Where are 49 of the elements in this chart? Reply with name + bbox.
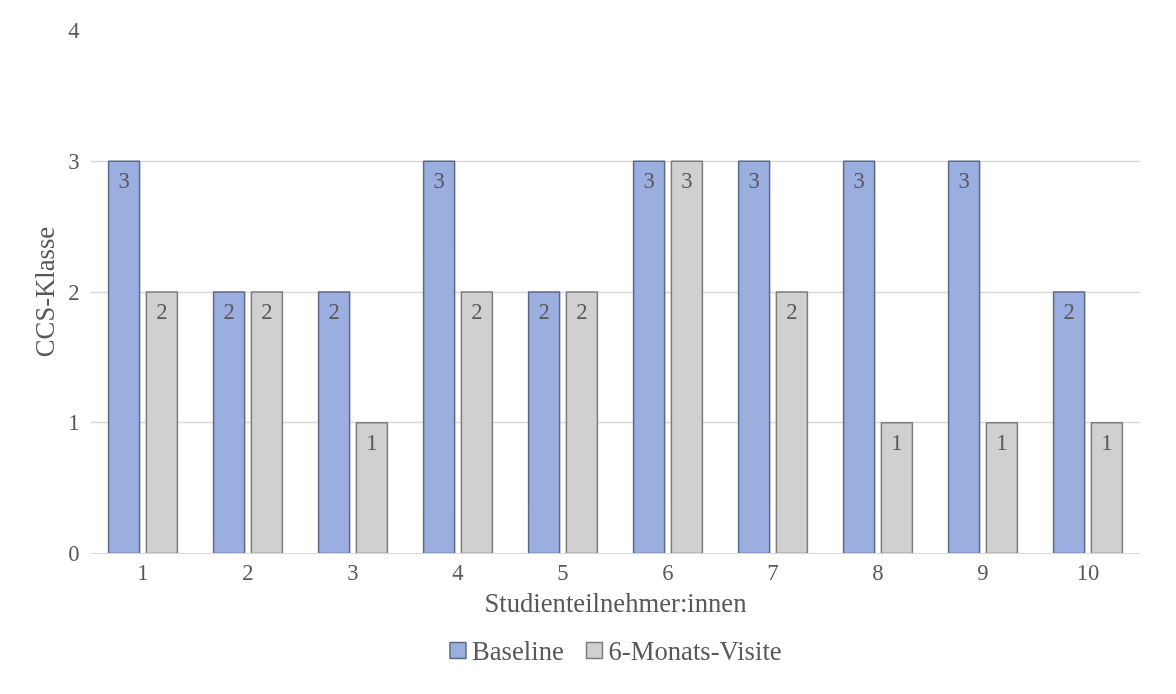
data-label: 2: [223, 299, 235, 324]
data-label: 2: [471, 299, 483, 324]
data-label: 2: [261, 299, 273, 324]
bar: [212, 291, 246, 554]
bar: [737, 160, 771, 554]
y-tick-label: 0: [68, 541, 80, 566]
data-label: 2: [786, 299, 798, 324]
x-tick-label: 7: [767, 559, 779, 585]
bar: [317, 291, 351, 554]
y-axis-title: CCS-Klasse: [30, 226, 61, 358]
y-tick-label: 4: [68, 18, 80, 43]
data-label: 3: [748, 168, 760, 194]
bar: [1052, 291, 1086, 554]
bar: [947, 160, 981, 554]
legend-label: Baseline: [472, 635, 564, 666]
data-label: 3: [853, 168, 865, 194]
data-label: 3: [433, 168, 445, 194]
x-tick-label: 10: [1076, 559, 1100, 585]
data-label: 3: [681, 168, 693, 194]
data-label: 2: [1063, 299, 1075, 324]
legend-label: 6-Monats-Visite: [608, 635, 782, 666]
data-label: 2: [156, 299, 168, 324]
x-tick-label: 5: [557, 559, 569, 585]
data-label: 3: [643, 168, 655, 194]
x-tick-label: 6: [662, 559, 674, 585]
x-tick-label: 8: [872, 559, 884, 585]
y-tick-label: 2: [68, 279, 80, 305]
bar: [527, 291, 561, 554]
x-axis-title: Studienteilnehmer:innen: [484, 587, 747, 618]
data-label: 1: [996, 429, 1008, 455]
y-tick-label: 1: [68, 410, 80, 436]
data-label: 1: [891, 429, 903, 455]
data-label: 1: [1101, 429, 1113, 455]
bar: [422, 160, 456, 554]
data-label: 2: [538, 299, 550, 324]
data-label: 2: [576, 299, 588, 324]
data-label: 2: [328, 299, 340, 324]
data-label: 1: [366, 429, 378, 455]
x-tick-label: 9: [977, 559, 989, 585]
x-tick-label: 4: [452, 559, 464, 585]
data-label: 3: [118, 168, 130, 194]
data-label: 3: [958, 168, 970, 194]
x-tick-label: 3: [347, 559, 359, 585]
bar: [107, 160, 141, 554]
x-tick-label: 2: [242, 559, 254, 585]
bar: [842, 160, 876, 554]
x-tick-label: 1: [137, 559, 149, 585]
y-tick-label: 3: [68, 148, 80, 174]
bar: [632, 160, 666, 554]
